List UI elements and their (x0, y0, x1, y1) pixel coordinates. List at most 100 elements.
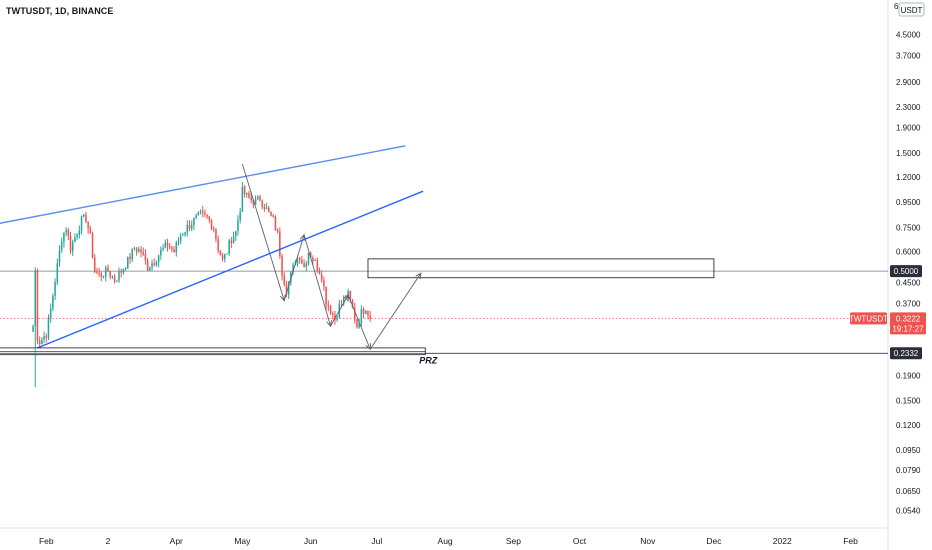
candle-body (63, 232, 65, 243)
price-tick-label: 0.6000 (896, 247, 921, 256)
candle-body (157, 255, 160, 263)
candle-body (318, 270, 321, 275)
candle-body (243, 186, 246, 195)
candle-body (217, 239, 219, 251)
candle-body (96, 271, 98, 273)
candle-body (219, 250, 222, 256)
candle-body (221, 255, 224, 260)
candle-body (263, 206, 266, 209)
candle-body (340, 304, 343, 305)
candle-body (166, 242, 169, 247)
time-tick-label: Sep (506, 536, 521, 546)
time-tick-label: 2 (106, 536, 111, 546)
candle-body (58, 250, 61, 264)
zigzag-arrowhead (279, 294, 286, 302)
candle-body (268, 207, 270, 213)
candle-body (307, 252, 310, 264)
candle-body (316, 260, 319, 271)
candle-body (164, 242, 167, 248)
level-price-tag (890, 347, 922, 360)
candle-body (230, 240, 233, 243)
candle-body (223, 253, 226, 260)
candle-body (43, 336, 45, 340)
candle-body (168, 246, 171, 248)
price-tick-label: 0.1900 (896, 371, 921, 380)
candle-body (312, 257, 314, 261)
candle-body (113, 276, 116, 282)
candle-body (241, 186, 244, 212)
candle-body (82, 214, 85, 217)
candle-body (212, 228, 215, 230)
price-tick-label: 0.7500 (896, 223, 921, 232)
current-price-tag (890, 312, 926, 335)
time-tick-label: Dec (706, 536, 722, 546)
time-tick-label: Jul (371, 536, 382, 546)
time-tick-label: Aug (438, 536, 453, 546)
candle-body (252, 200, 255, 205)
price-tick-label: 2.3000 (896, 103, 921, 112)
candle-body (138, 249, 140, 252)
time-tick-label: Feb (39, 536, 54, 546)
candle-body (367, 310, 369, 316)
candle-body (162, 247, 164, 250)
candle-body (54, 282, 56, 296)
candle-body (259, 196, 261, 201)
price-tick-label: 0.0650 (896, 487, 921, 496)
candle-body (87, 221, 89, 229)
candle-body (60, 242, 63, 251)
candle-body (129, 256, 131, 260)
candle-body (69, 236, 72, 252)
candle-body (151, 263, 153, 268)
candle-body (283, 275, 286, 285)
candle-body (309, 252, 312, 258)
price-tick-label: 0.3700 (896, 300, 921, 309)
candle-body (327, 304, 330, 307)
time-axis[interactable]: Feb 2 Apr May Jun Jul Aug Sep Oct Nov Dec 2022 Feb (0, 527, 888, 546)
price-tick-top-partial: 6 (894, 2, 899, 11)
candle-body (351, 300, 354, 309)
level-price-tag-label: 0.5000 (894, 267, 919, 276)
candle-body (36, 270, 39, 342)
candle-body (155, 262, 158, 265)
candle-body (276, 230, 279, 232)
candle-body (85, 214, 87, 222)
zigzag-arrowhead (415, 272, 422, 280)
candle-body (342, 298, 345, 305)
candle-body (254, 199, 257, 205)
price-tick-label: 3.7000 (896, 52, 921, 61)
candle-body (144, 254, 147, 261)
price-tick-label: 0.0950 (896, 446, 921, 455)
candle-body (301, 259, 303, 264)
bar-countdown-timer: 19:17:27 (892, 324, 924, 333)
candle-body (334, 314, 336, 320)
candle-body (89, 228, 92, 234)
candle-body (362, 308, 365, 314)
currency-label: USDT (901, 6, 923, 15)
candle-body (32, 326, 34, 332)
price-tick-label: 4.5000 (896, 31, 921, 40)
candle-body (329, 306, 332, 314)
candle-body (287, 282, 290, 295)
drawings[interactable]: PRZ (0, 145, 715, 366)
candle-body (237, 220, 239, 232)
candle-body (204, 212, 206, 215)
candle-body (365, 310, 367, 314)
candle-body (285, 284, 288, 295)
candle-body (272, 215, 275, 217)
candle-body (102, 276, 105, 278)
candle-body (303, 263, 305, 267)
candle-body (177, 240, 180, 243)
candle-body (186, 225, 189, 233)
candle-body (131, 248, 133, 260)
candle-body (215, 229, 217, 240)
candle-body (197, 212, 200, 216)
current-price-tag-value: 0.3222 (896, 314, 921, 323)
time-tick-label: 2022 (773, 536, 792, 546)
price-tick-label: 0.1500 (896, 397, 921, 406)
candle-body (107, 267, 109, 272)
candle-body (153, 263, 156, 265)
candle-body (41, 339, 43, 345)
candle-body (120, 271, 122, 273)
